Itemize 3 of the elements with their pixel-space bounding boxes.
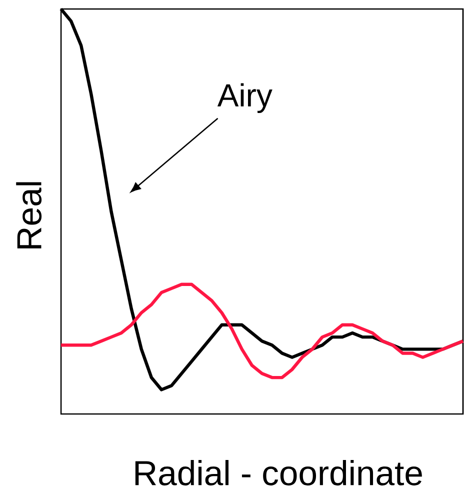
- annotation: Airy: [217, 83, 272, 114]
- y-axis-title: Real: [16, 182, 42, 248]
- x-axis-title: Radial - coordinate: [135, 460, 422, 486]
